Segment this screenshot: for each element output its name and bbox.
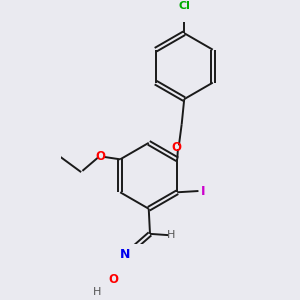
Text: H: H <box>167 230 175 240</box>
Text: O: O <box>172 141 182 154</box>
Text: O: O <box>109 273 119 286</box>
Text: H: H <box>93 287 101 297</box>
Text: O: O <box>96 150 106 163</box>
Text: Cl: Cl <box>178 1 190 11</box>
Text: N: N <box>120 248 130 261</box>
Text: I: I <box>201 184 205 197</box>
